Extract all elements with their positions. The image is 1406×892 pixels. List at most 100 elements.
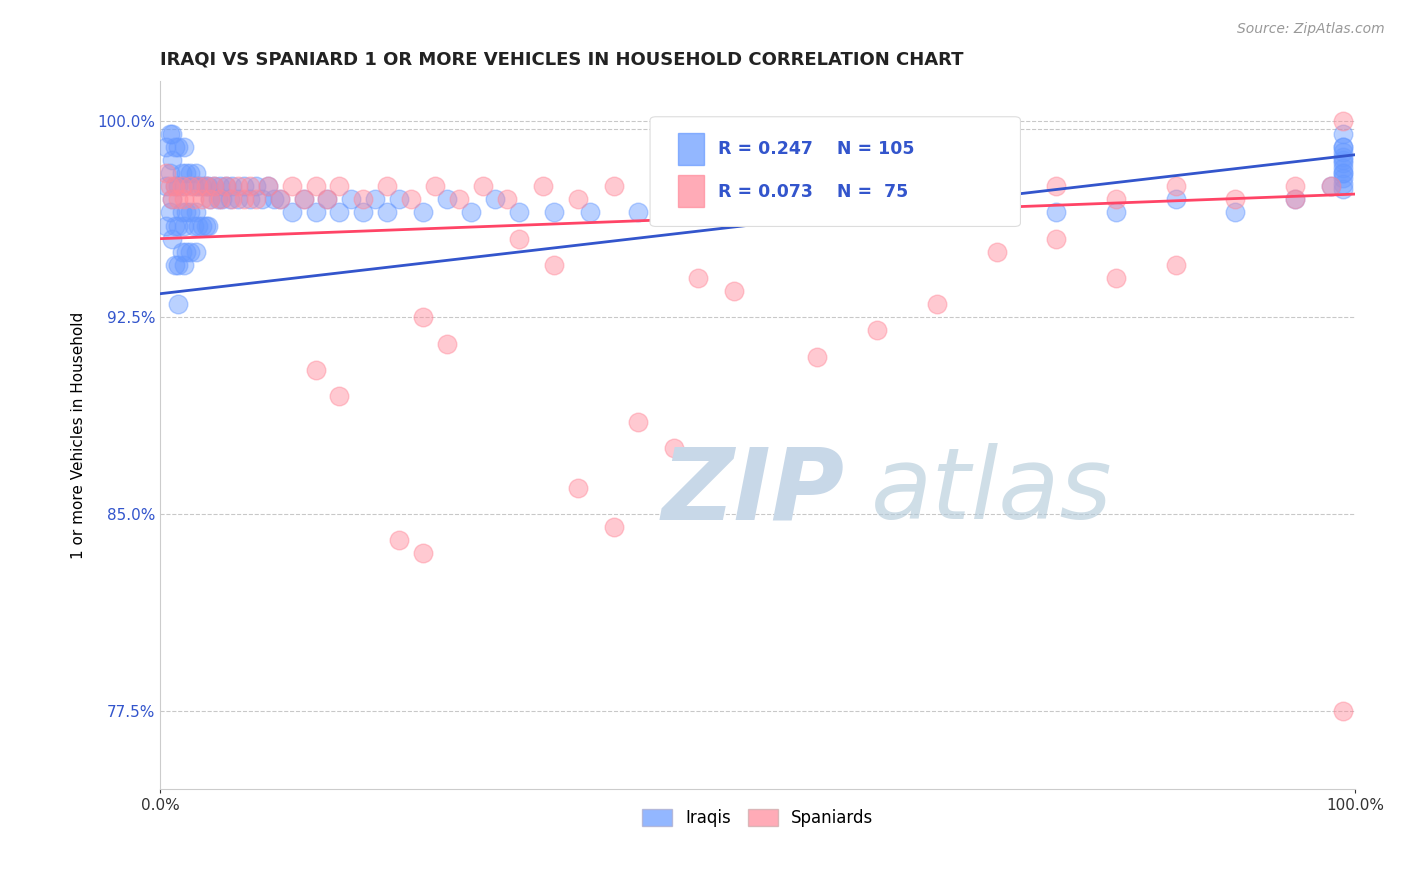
Point bbox=[292, 192, 315, 206]
Point bbox=[263, 192, 285, 206]
Text: R = 0.247    N = 105: R = 0.247 N = 105 bbox=[718, 140, 915, 158]
Point bbox=[304, 363, 326, 377]
Point bbox=[1331, 155, 1354, 169]
Point bbox=[155, 140, 177, 154]
Point bbox=[159, 205, 181, 219]
Point bbox=[818, 205, 841, 219]
Point bbox=[375, 179, 398, 194]
Point bbox=[866, 323, 889, 337]
Point bbox=[160, 153, 183, 167]
Point bbox=[1225, 192, 1247, 206]
Point bbox=[603, 179, 626, 194]
Point bbox=[191, 192, 214, 206]
Point bbox=[167, 219, 190, 233]
Point bbox=[328, 179, 350, 194]
Point bbox=[245, 179, 267, 194]
Point bbox=[221, 179, 243, 194]
Point bbox=[1331, 140, 1354, 154]
Point bbox=[1045, 232, 1067, 246]
Point bbox=[184, 244, 207, 259]
Point bbox=[1331, 166, 1354, 180]
Point bbox=[245, 192, 267, 206]
Point bbox=[218, 192, 240, 206]
Point bbox=[159, 127, 181, 141]
Point bbox=[176, 205, 198, 219]
Point bbox=[239, 192, 262, 206]
Point bbox=[579, 205, 602, 219]
Point bbox=[675, 205, 697, 219]
Point bbox=[250, 192, 273, 206]
Point bbox=[292, 192, 315, 206]
Point bbox=[280, 205, 302, 219]
Point bbox=[269, 192, 291, 206]
Point bbox=[543, 205, 565, 219]
Point bbox=[221, 192, 243, 206]
Point bbox=[399, 192, 422, 206]
Point bbox=[1331, 145, 1354, 160]
Point bbox=[1331, 177, 1354, 191]
FancyBboxPatch shape bbox=[678, 133, 704, 165]
Point bbox=[364, 192, 387, 206]
Point bbox=[256, 179, 278, 194]
Text: Source: ZipAtlas.com: Source: ZipAtlas.com bbox=[1237, 22, 1385, 37]
Point bbox=[460, 205, 482, 219]
Point bbox=[1225, 205, 1247, 219]
Point bbox=[173, 258, 195, 272]
Point bbox=[167, 192, 190, 206]
Point bbox=[173, 219, 195, 233]
Point bbox=[662, 442, 685, 456]
Point bbox=[167, 140, 190, 154]
Point bbox=[163, 258, 186, 272]
Point bbox=[412, 310, 434, 325]
Point bbox=[173, 192, 195, 206]
FancyBboxPatch shape bbox=[650, 117, 1021, 227]
Point bbox=[160, 192, 183, 206]
Point bbox=[167, 179, 190, 194]
Point bbox=[375, 205, 398, 219]
Point bbox=[436, 336, 458, 351]
Point bbox=[925, 297, 948, 311]
Point bbox=[747, 192, 769, 206]
Point bbox=[304, 205, 326, 219]
Point bbox=[160, 127, 183, 141]
Point bbox=[1331, 166, 1354, 180]
Point bbox=[184, 205, 207, 219]
Point bbox=[1284, 192, 1306, 206]
Point bbox=[328, 389, 350, 403]
Point bbox=[866, 205, 889, 219]
Point bbox=[806, 350, 828, 364]
Point bbox=[184, 166, 207, 180]
Point bbox=[191, 179, 214, 194]
Point bbox=[423, 179, 446, 194]
Point bbox=[531, 179, 554, 194]
Point bbox=[1331, 182, 1354, 196]
Point bbox=[202, 179, 225, 194]
Point bbox=[155, 179, 177, 194]
Point bbox=[170, 205, 193, 219]
Point bbox=[508, 205, 530, 219]
Point bbox=[495, 192, 517, 206]
Point bbox=[388, 533, 411, 548]
Point bbox=[770, 205, 793, 219]
Point bbox=[179, 244, 201, 259]
Point bbox=[183, 192, 205, 206]
Point bbox=[543, 258, 565, 272]
Point bbox=[183, 179, 205, 194]
Point bbox=[170, 244, 193, 259]
Point bbox=[508, 232, 530, 246]
Point bbox=[1320, 179, 1343, 194]
Point bbox=[1331, 161, 1354, 175]
Point bbox=[723, 284, 745, 298]
Point bbox=[471, 179, 494, 194]
Point bbox=[170, 166, 193, 180]
Point bbox=[627, 415, 650, 429]
Point bbox=[163, 179, 186, 194]
Point bbox=[155, 219, 177, 233]
Point bbox=[163, 219, 186, 233]
Point bbox=[194, 219, 217, 233]
Point bbox=[567, 192, 589, 206]
Point bbox=[187, 219, 209, 233]
Point bbox=[1331, 704, 1354, 718]
Point bbox=[202, 179, 225, 194]
Point bbox=[280, 179, 302, 194]
